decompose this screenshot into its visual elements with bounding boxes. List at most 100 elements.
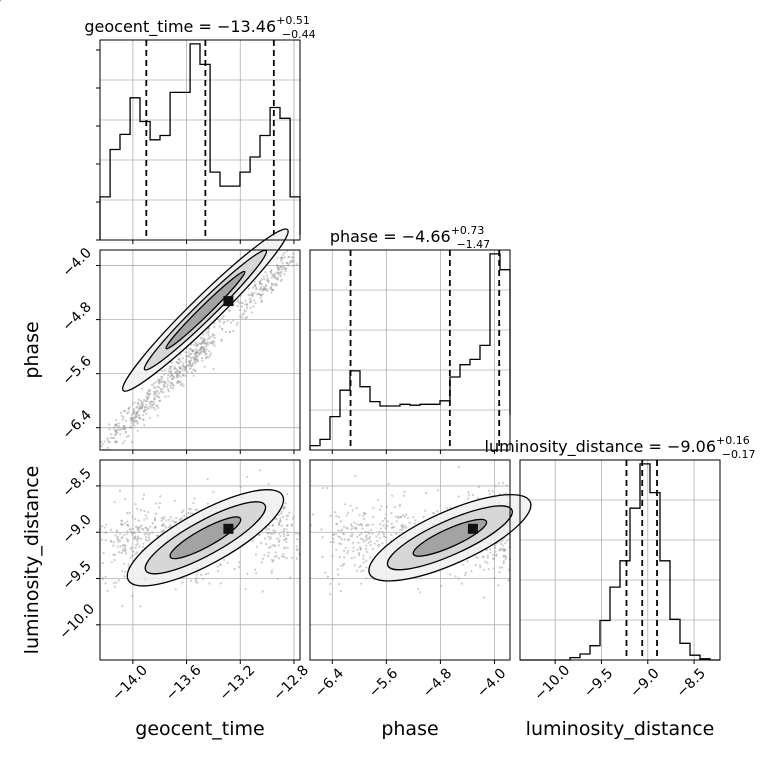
scatter-point — [362, 517, 366, 521]
scatter-point — [219, 563, 222, 566]
scatter-point — [263, 537, 267, 540]
scatter-point — [355, 506, 358, 510]
scatter-point — [132, 537, 135, 540]
scatter-point — [128, 511, 131, 514]
scatter-point — [270, 276, 273, 279]
scatter-point — [386, 520, 390, 523]
scatter-point — [200, 346, 203, 349]
scatter-point — [460, 582, 463, 585]
scatter-point — [193, 352, 196, 355]
scatter-point — [182, 362, 185, 365]
scatter-point — [159, 389, 162, 392]
scatter-point — [260, 283, 263, 286]
scatter-point — [361, 527, 364, 530]
scatter-point — [127, 408, 130, 411]
scatter-point — [209, 341, 212, 344]
scatter-point — [137, 408, 140, 411]
scatter-point — [161, 376, 164, 379]
scatter-point — [251, 293, 254, 296]
scatter-point — [289, 576, 292, 579]
scatter-point — [377, 533, 380, 536]
scatter-point — [147, 536, 150, 539]
scatter-point — [261, 557, 264, 560]
scatter-point — [362, 554, 365, 557]
scatter-point — [100, 538, 104, 541]
scatter-points-geocent_time-vs-phase — [0, 0, 298, 451]
scatter-point — [192, 343, 195, 346]
scatter-point — [247, 287, 250, 290]
scatter-point — [285, 518, 288, 521]
scatter-point — [124, 430, 127, 433]
scatter-point — [135, 525, 138, 528]
scatter-point — [351, 532, 354, 536]
scatter-point — [398, 504, 401, 507]
scatter-point — [343, 533, 346, 536]
scatter-point — [329, 541, 332, 544]
scatter-point — [283, 267, 286, 270]
scatter-point — [401, 523, 404, 526]
scatter-point — [294, 532, 297, 535]
scatter-point — [373, 542, 376, 545]
scatter-point — [461, 563, 464, 566]
scatter-point — [172, 387, 175, 390]
scatter-point — [194, 341, 197, 344]
scatter-point — [203, 351, 206, 354]
scatter-point — [206, 338, 209, 341]
xtick-label-phase-0: −6.4 — [312, 665, 347, 700]
scatter-point — [153, 395, 156, 398]
scatter-point — [335, 514, 338, 518]
scatter-point — [424, 492, 427, 495]
scatter-point — [403, 490, 406, 493]
scatter-point — [112, 544, 115, 547]
scatter-point — [143, 518, 146, 521]
scatter-point — [287, 514, 290, 517]
scatter-point — [175, 517, 178, 520]
scatter-point — [171, 377, 174, 380]
scatter-point — [186, 364, 189, 367]
scatter-point — [338, 583, 341, 586]
scatter-point — [285, 514, 288, 517]
scatter-point — [400, 515, 403, 519]
scatter-point — [371, 523, 374, 526]
scatter-point — [378, 536, 381, 540]
scatter-point — [115, 529, 119, 532]
scatter-point — [287, 264, 290, 267]
scatter-point — [404, 524, 407, 527]
scatter-point — [381, 519, 384, 523]
scatter-point — [355, 522, 358, 525]
scatter-point — [222, 314, 225, 318]
scatter-point — [338, 536, 341, 539]
scatter-point — [244, 588, 247, 591]
scatter-point — [283, 273, 286, 276]
scatter-point — [371, 548, 374, 551]
scatter-point — [190, 356, 193, 360]
scatter-point — [386, 525, 389, 528]
scatter-point — [251, 540, 254, 543]
scatter-point — [188, 361, 191, 364]
scatter-point — [267, 535, 270, 538]
title-luminosity-distance: luminosity_distance = −9.06+0.16 −0.17 — [485, 434, 756, 461]
scatter-point — [134, 546, 137, 549]
scatter-point — [184, 360, 188, 364]
ytick-label-phase-0: −6.4 — [59, 407, 94, 442]
scatter-point — [350, 523, 353, 526]
scatter-point — [417, 587, 420, 591]
scatter-point — [195, 344, 198, 347]
scatter-point — [239, 315, 242, 318]
scatter-point — [362, 557, 365, 561]
scatter-point — [129, 547, 132, 550]
scatter-point — [190, 359, 193, 362]
scatter-point — [264, 271, 267, 274]
scatter-point — [358, 553, 361, 557]
xtick-label-geocent_time-2: −13.2 — [217, 662, 259, 704]
scatter-point — [209, 352, 213, 355]
scatter-point — [134, 503, 137, 506]
scatter-point — [167, 388, 170, 391]
scatter-point — [122, 425, 125, 429]
scatter-point — [131, 594, 134, 597]
scatter-point — [161, 524, 164, 527]
scatter-point — [340, 542, 343, 546]
scatter-point — [279, 519, 282, 522]
scatter-point — [276, 257, 279, 260]
scatter-point — [271, 544, 274, 547]
